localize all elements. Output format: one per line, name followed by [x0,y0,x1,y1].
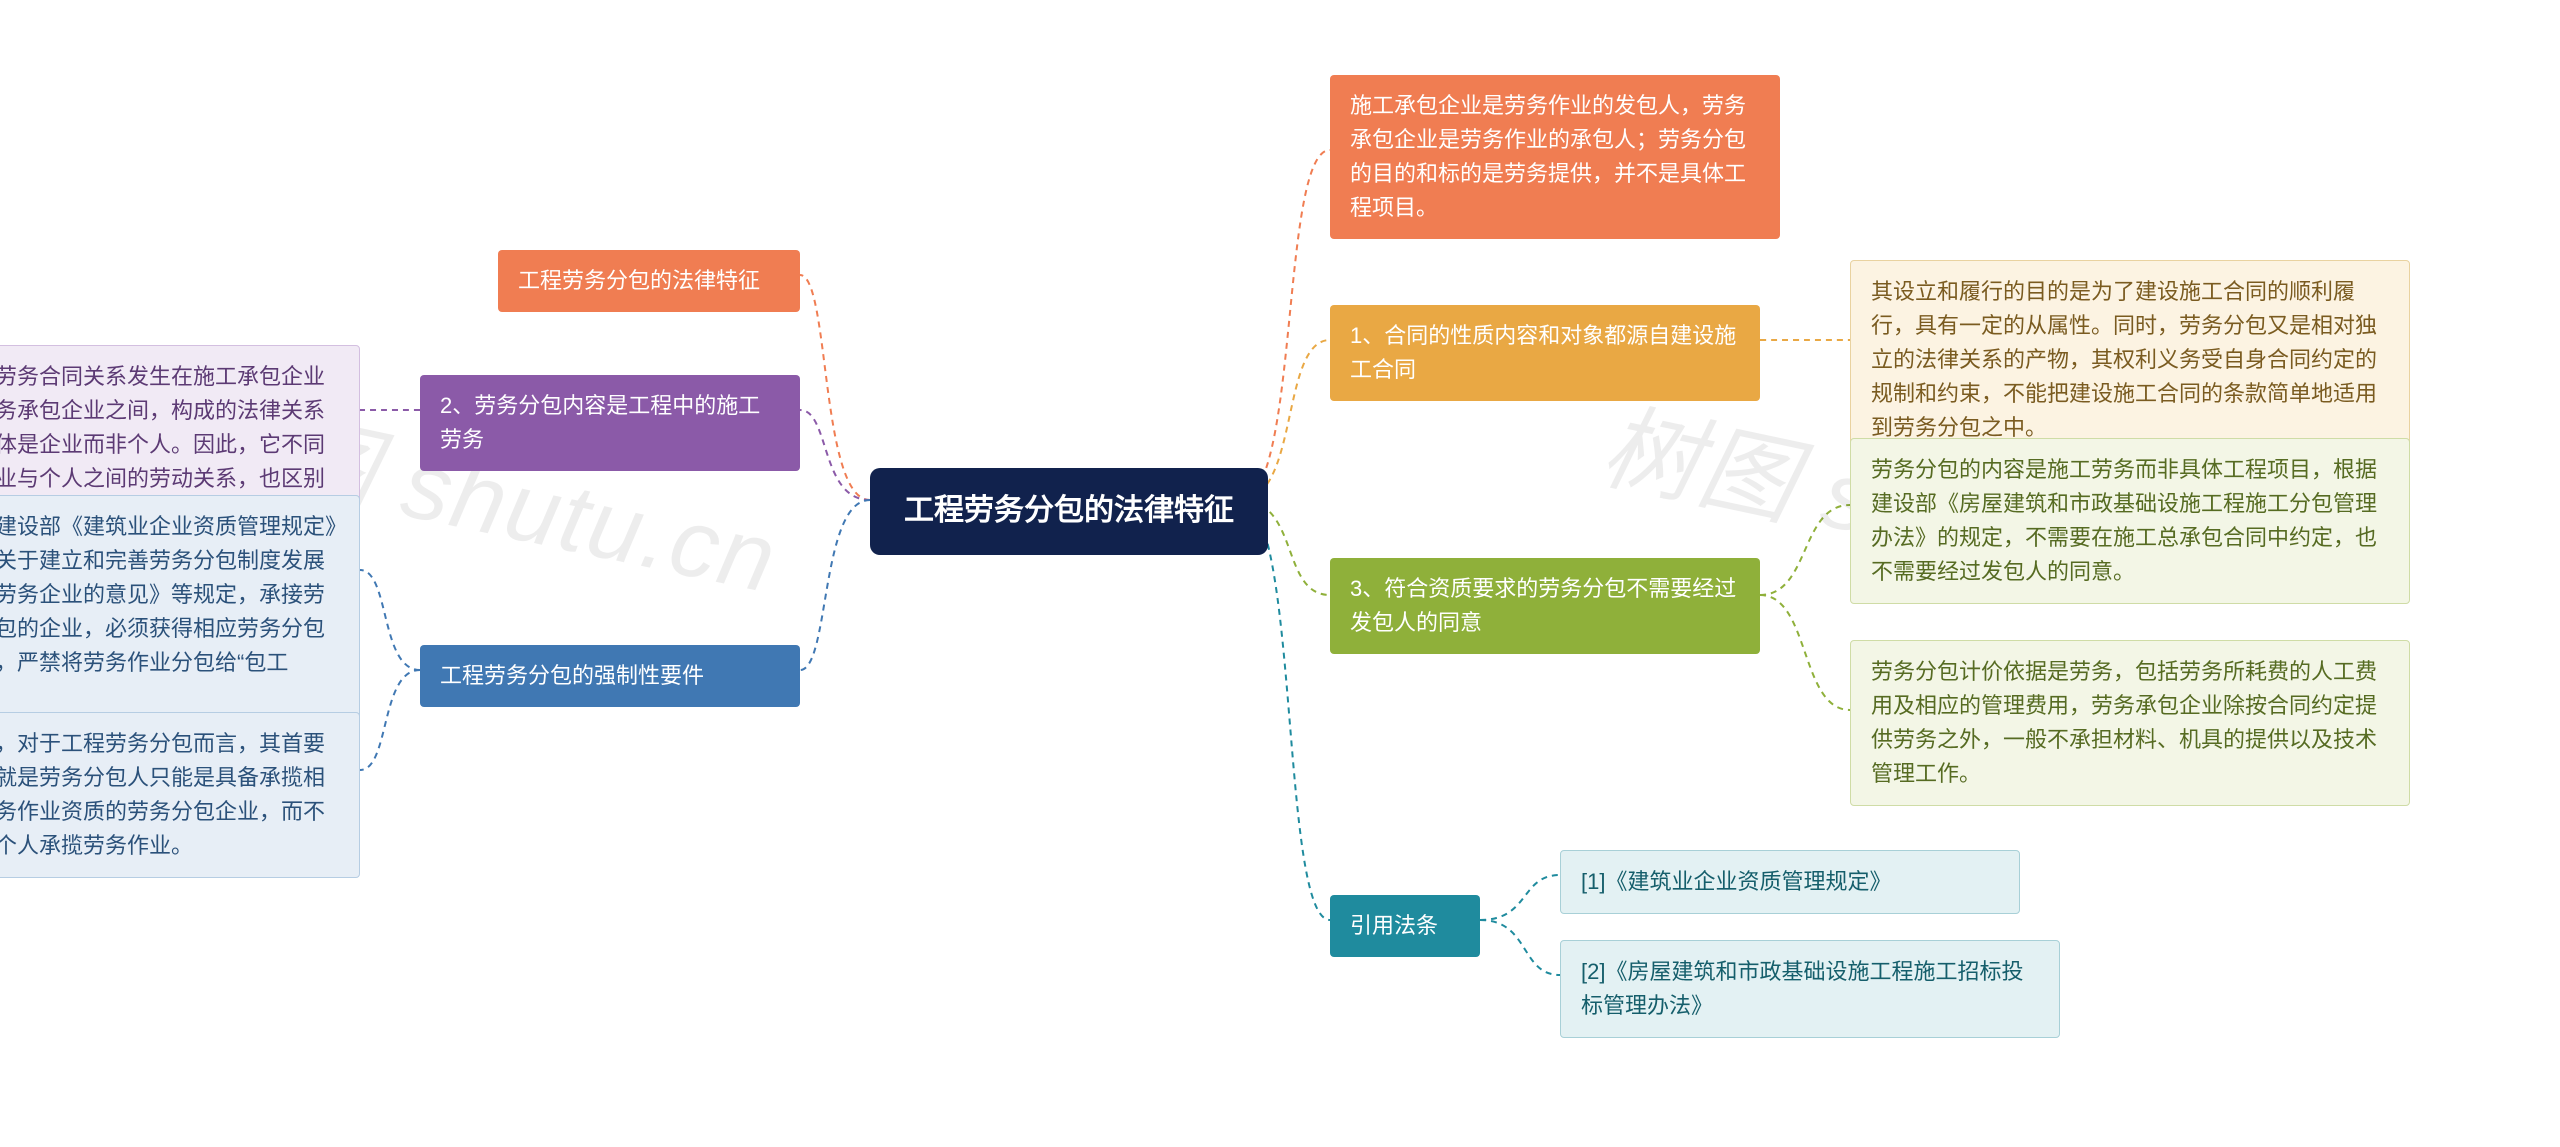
node-r1: 施工承包企业是劳务作业的发包人，劳务承包企业是劳务作业的承包人；劳务分包的目的和… [1330,75,1780,239]
node-l3a: 依照建设部《建筑业企业资质管理规定》及《关于建立和完善劳务分包制度发展建筑劳务企… [0,495,360,730]
node-r2: 1、合同的性质内容和对象都源自建设施工合同 [1330,305,1760,401]
node-r3a: 劳务分包的内容是施工劳务而非具体工程项目，根据建设部《房屋建筑和市政基础设施工程… [1850,438,2410,604]
node-r4: 引用法条 [1330,895,1480,957]
node-l3b: 因此，对于工程劳务分包而言，其首要要求就是劳务分包人只能是具备承揽相应劳务作业资… [0,712,360,878]
node-r3: 3、符合资质要求的劳务分包不需要经过发包人的同意 [1330,558,1760,654]
center-node: 工程劳务分包的法律特征 [870,468,1268,555]
node-r4a: [1]《建筑业企业资质管理规定》 [1560,850,2020,914]
node-r3b: 劳务分包计价依据是劳务，包括劳务所耗费的人工费用及相应的管理费用，劳务承包企业除… [1850,640,2410,806]
node-l2: 2、劳务分包内容是工程中的施工劳务 [420,375,800,471]
node-r4b: [2]《房屋建筑和市政基础设施工程施工招标投标管理办法》 [1560,940,2060,1038]
node-l3: 工程劳务分包的强制性要件 [420,645,800,707]
node-r2a: 其设立和履行的目的是为了建设施工合同的顺利履行，具有一定的从属性。同时，劳务分包… [1850,260,2410,460]
node-l1: 工程劳务分包的法律特征 [498,250,800,312]
